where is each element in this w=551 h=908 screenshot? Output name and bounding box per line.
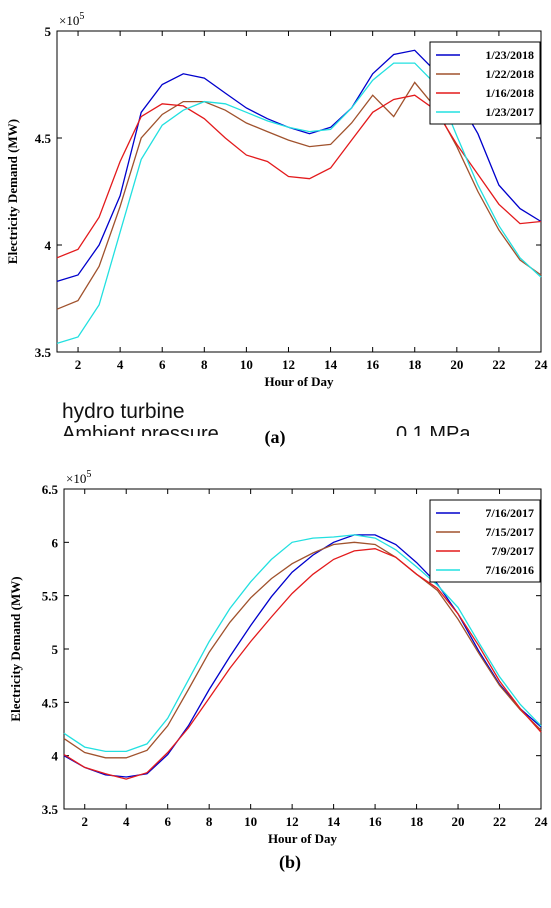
x-tick-label: 24: [535, 357, 549, 372]
x-tick-label: 6: [159, 357, 166, 372]
legend-label: 1/16/2018: [485, 86, 534, 100]
x-tick-label: 14: [327, 814, 341, 829]
x-tick-label: 22: [493, 814, 506, 829]
legend-label: 1/23/2017: [485, 105, 534, 119]
y-tick-label: 5: [45, 24, 52, 39]
y-tick-label: 3.5: [35, 345, 52, 360]
x-tick-label: 20: [450, 357, 463, 372]
axis-exponent: ×105: [66, 469, 91, 486]
legend: 1/23/2018 1/22/2018 1/16/2018 1/23/2017: [429, 41, 541, 125]
y-tick-label: 5.5: [42, 589, 59, 604]
x-tick-label: 24: [535, 814, 549, 829]
y-tick-label: 6: [52, 535, 59, 550]
overlay-ambient-pressure: Ambient pressure: [62, 423, 219, 436]
x-tick-label: 12: [282, 357, 295, 372]
legend-label: 7/15/2017: [485, 525, 534, 539]
series-line-7-9-2017: [63, 548, 542, 780]
chart-panel-b: 2 4 6 8 10 12 14 16 18 20 22 243.544.555.566.5×105H…: [8, 469, 548, 873]
x-tick-label: 8: [201, 357, 208, 372]
overlay-pressure-value-text: 0.1 MPa: [396, 423, 471, 436]
y-tick-label: 4.5: [35, 131, 52, 146]
y-tick-label: 4.5: [42, 695, 59, 710]
y-axis-label: Electricity Demand (MW): [5, 119, 20, 264]
x-tick-label: 8: [206, 814, 213, 829]
panel-label: (a): [265, 427, 286, 448]
legend-label: 7/16/2016: [485, 563, 534, 577]
x-tick-label: 22: [492, 357, 505, 372]
x-axis-label: Hour of Day: [268, 831, 338, 846]
x-tick-label: 4: [123, 814, 130, 829]
series-line-1-23-2017: [56, 62, 542, 345]
overlay-ambient-pressure-text: Ambient pressure: [62, 423, 219, 436]
legend-label: 1/22/2018: [485, 67, 534, 81]
x-axis-label: Hour of Day: [264, 374, 334, 389]
legend-label: 1/23/2018: [485, 48, 534, 62]
overlay-pressure-value: 0.1 MPa: [396, 423, 470, 436]
x-tick-label: 4: [117, 357, 124, 372]
x-tick-label: 2: [81, 814, 88, 829]
y-tick-label: 6.5: [42, 482, 59, 497]
panel-label: (b): [279, 852, 301, 873]
series-line-7-15-2017: [63, 541, 542, 759]
legend-label: 7/9/2017: [491, 544, 534, 558]
x-tick-label: 6: [164, 814, 171, 829]
x-tick-label: 10: [244, 814, 257, 829]
x-tick-label: 16: [369, 814, 383, 829]
x-tick-label: 18: [410, 814, 424, 829]
x-tick-label: 12: [286, 814, 299, 829]
x-tick-label: 14: [324, 357, 338, 372]
legend-label: 7/16/2017: [485, 506, 534, 520]
y-tick-label: 4: [45, 238, 52, 253]
y-tick-label: 3.5: [42, 802, 59, 817]
y-axis-label: Electricity Demand (MW): [8, 576, 23, 721]
x-tick-label: 18: [408, 357, 422, 372]
overlay-hydro-turbine: hydro turbine: [62, 400, 185, 423]
series-line-1-22-2018: [56, 81, 542, 310]
x-tick-label: 10: [240, 357, 253, 372]
x-tick-label: 2: [75, 357, 82, 372]
series-line-7-16-2016: [63, 534, 542, 753]
y-tick-label: 4: [52, 749, 59, 764]
y-tick-label: 5: [52, 642, 59, 657]
legend: 7/16/2017 7/15/2017 7/9/2017 7/16/2016: [429, 499, 541, 583]
x-tick-label: 16: [366, 357, 380, 372]
plot-area: [56, 30, 542, 353]
x-tick-label: 20: [452, 814, 465, 829]
axis-exponent: ×105: [59, 11, 84, 28]
series-line-1-16-2018: [56, 94, 542, 259]
